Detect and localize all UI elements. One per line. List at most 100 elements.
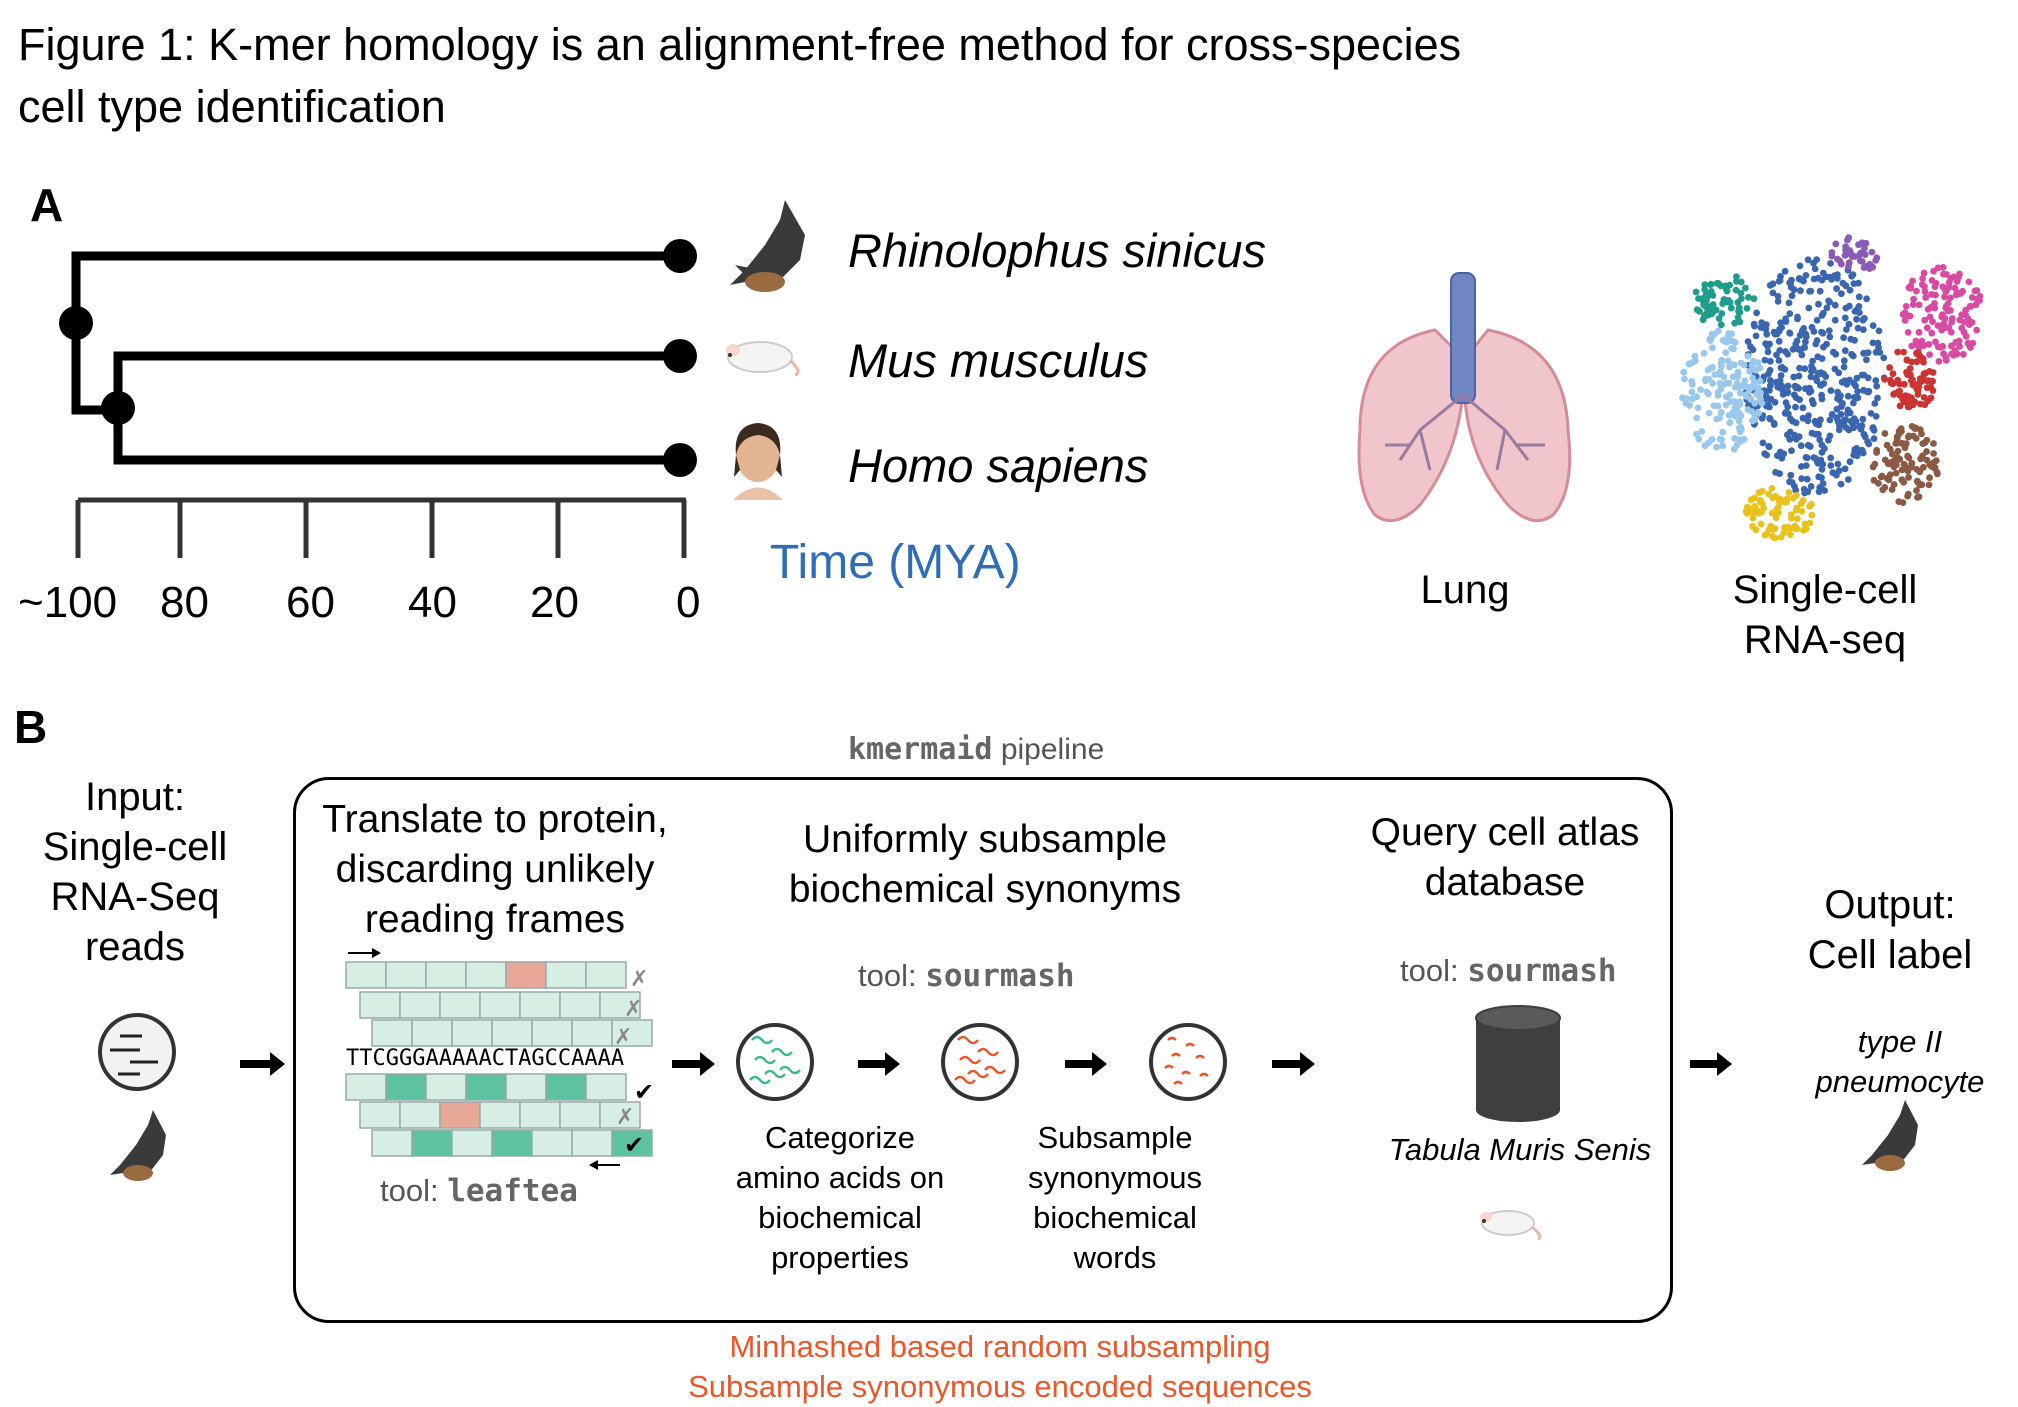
cluster-point xyxy=(1973,287,1981,294)
tool-name: leaftea xyxy=(447,1173,578,1209)
codon-cell xyxy=(599,1101,641,1129)
scrna-cluster-plot xyxy=(1679,234,1984,542)
cluster-point xyxy=(1926,474,1933,482)
cluster-point xyxy=(1804,441,1812,449)
cluster-point xyxy=(1737,289,1745,297)
cluster-point xyxy=(1766,377,1774,384)
cluster-point xyxy=(1756,364,1764,372)
cluster-point xyxy=(1786,329,1793,337)
tick-label: 40 xyxy=(408,578,457,627)
cluster-point xyxy=(1792,486,1800,494)
cluster-point xyxy=(1725,411,1733,419)
cluster-point xyxy=(1794,313,1801,321)
cluster-point xyxy=(1948,342,1955,350)
cluster-point xyxy=(1858,422,1866,430)
cluster-point xyxy=(1900,348,1907,356)
cluster-point xyxy=(1818,391,1825,399)
cluster-point xyxy=(1854,324,1862,332)
cluster-point xyxy=(1814,353,1822,361)
cluster-point xyxy=(1913,350,1921,358)
cluster-point xyxy=(1946,294,1954,302)
cluster-point xyxy=(1796,396,1803,404)
cluster-point xyxy=(1693,430,1700,438)
leaf-node-homo xyxy=(663,443,697,477)
cluster-point xyxy=(1748,408,1756,415)
time-axis-label: Time (MYA) xyxy=(770,536,1021,589)
cluster-point xyxy=(1846,286,1854,294)
leaf-node-rhinolophus xyxy=(663,239,697,273)
cluster-point xyxy=(1837,480,1845,488)
cluster-point xyxy=(1835,467,1843,474)
cluster-point xyxy=(1763,451,1770,459)
cluster-point xyxy=(1804,256,1812,264)
cluster-point xyxy=(1756,498,1764,505)
cluster-point xyxy=(1934,322,1942,329)
footer-line2: Subsample synonymous encoded sequences xyxy=(688,1369,1312,1404)
cluster-point xyxy=(1870,435,1878,442)
cluster-point xyxy=(1693,414,1701,422)
phylogenetic-tree xyxy=(71,251,678,465)
cluster-point xyxy=(1828,252,1836,260)
cluster-point xyxy=(1901,444,1909,452)
cluster-point xyxy=(1715,327,1722,335)
cluster-point xyxy=(1825,297,1832,305)
cluster-point xyxy=(1798,475,1806,482)
categorize-line: Categorize xyxy=(765,1120,915,1155)
cluster-point xyxy=(1851,253,1859,260)
cluster-point xyxy=(1923,448,1930,455)
cluster-point xyxy=(1857,249,1865,257)
cluster-point xyxy=(1841,465,1849,473)
cluster-point xyxy=(1708,436,1716,443)
cluster-point xyxy=(1707,280,1715,288)
cluster-point xyxy=(1906,365,1914,372)
output-cell-type-line: type II xyxy=(1857,1024,1943,1059)
cluster-point xyxy=(1818,276,1826,284)
cluster-point xyxy=(1688,380,1696,388)
cluster-point xyxy=(1915,328,1923,336)
cluster-point xyxy=(1719,428,1727,436)
cluster-point xyxy=(1930,440,1937,447)
cluster-point xyxy=(1813,337,1821,344)
cluster-point xyxy=(1718,310,1726,317)
cluster-point xyxy=(1928,291,1935,298)
cluster-point xyxy=(1918,430,1925,438)
cluster-point xyxy=(1967,344,1974,351)
cluster-point xyxy=(1915,301,1923,309)
cluster-point xyxy=(1738,295,1745,302)
cluster-point xyxy=(1799,497,1807,504)
cluster-point xyxy=(1873,449,1880,456)
cluster-point xyxy=(1716,435,1724,443)
cluster-point xyxy=(1749,514,1757,522)
cluster-point xyxy=(1941,293,1948,301)
cluster-point xyxy=(1768,485,1776,492)
codon-cell xyxy=(399,1101,441,1129)
cluster-point xyxy=(1834,460,1842,468)
cluster-point xyxy=(1722,349,1730,356)
cluster-point xyxy=(1838,290,1845,298)
cluster-point xyxy=(1894,348,1902,356)
cluster-point xyxy=(1784,382,1792,390)
cluster-point xyxy=(1760,505,1768,512)
cluster-point xyxy=(1808,323,1816,331)
reject-mark: ✗ xyxy=(614,1024,633,1049)
input-line: RNA-Seq xyxy=(50,875,220,919)
categorize-line: properties xyxy=(771,1240,909,1275)
cluster-point xyxy=(1734,314,1742,321)
cluster-point xyxy=(1865,440,1873,448)
cluster-point xyxy=(1940,270,1947,278)
cluster-point xyxy=(1853,315,1860,323)
cluster-point xyxy=(1737,389,1744,397)
cluster-point xyxy=(1865,387,1873,395)
cluster-point xyxy=(1724,357,1732,365)
cluster-point xyxy=(1874,394,1881,402)
cluster-point xyxy=(1770,328,1778,336)
cluster-point xyxy=(1894,376,1902,384)
cluster-point xyxy=(1711,371,1719,378)
lung-illustration xyxy=(1357,272,1572,523)
cluster-point xyxy=(1854,388,1861,395)
query-step-line: database xyxy=(1424,861,1586,904)
cluster-point xyxy=(1851,394,1858,401)
cluster-point xyxy=(1833,285,1840,292)
cluster-point xyxy=(1919,355,1927,362)
cluster-point xyxy=(1819,269,1827,277)
